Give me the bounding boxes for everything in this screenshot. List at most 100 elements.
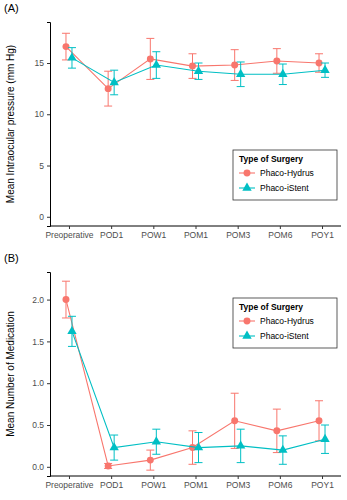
- error-bar-cap: [273, 73, 281, 74]
- y-axis: 0.0 0.5 1.0 1.5 2.0: [32, 273, 50, 477]
- series: [62, 281, 323, 470]
- plot-area: [62, 281, 330, 470]
- legend: Type of SurgeryPhaco-HydrusPhaco-iStent: [233, 298, 337, 348]
- y-tick-mark: [47, 217, 50, 218]
- error-bar-cap: [146, 470, 154, 471]
- x-tick: POW1: [141, 226, 166, 240]
- x-tick-mark: [280, 476, 281, 479]
- legend-label: Phaco-iStent: [260, 331, 309, 341]
- x-tick: POM3: [226, 476, 250, 490]
- point: [67, 326, 76, 334]
- x-tick-label: POM1: [184, 480, 208, 490]
- error-bar-cap: [110, 70, 118, 71]
- point: [316, 417, 323, 424]
- point: [236, 440, 245, 448]
- y-axis-title: Mean Number of Medication: [5, 311, 16, 437]
- legend-symbol: [244, 318, 251, 325]
- y-tick: 1.0: [32, 378, 50, 388]
- error-bar-cap: [273, 48, 281, 49]
- x-tick-mark: [196, 476, 197, 479]
- error-bar-cap: [189, 53, 197, 54]
- x-tick: POM3: [226, 226, 250, 240]
- point: [63, 296, 70, 303]
- x-tick-label: Preoperative: [45, 480, 93, 490]
- y-tick-label: 15: [35, 58, 45, 68]
- error-bar-cap: [315, 53, 323, 54]
- y-axis: 051015: [35, 23, 51, 227]
- point: [105, 462, 112, 469]
- x-tick-label: POM3: [226, 230, 250, 240]
- point: [231, 62, 238, 69]
- error-bar: [189, 54, 197, 79]
- error-bar-cap: [146, 79, 154, 80]
- error-bar-cap: [68, 346, 76, 347]
- panel-title: (B): [4, 252, 19, 264]
- x-tick: POM1: [184, 226, 208, 240]
- x-tick-label: POM1: [184, 230, 208, 240]
- error-bar: [237, 429, 245, 462]
- y-tick-mark: [47, 467, 50, 468]
- legend-label: Phaco-Hydrus: [260, 316, 314, 326]
- point: [278, 445, 287, 453]
- y-tick-label: 5: [39, 161, 44, 171]
- point: [109, 77, 118, 85]
- x-tick-label: POD1: [100, 480, 123, 490]
- point: [194, 66, 203, 74]
- point: [67, 52, 76, 60]
- x-tick: POY1: [311, 226, 334, 240]
- error-bar-cap: [104, 106, 112, 107]
- error-bar-cap: [195, 462, 203, 463]
- y-tick-mark: [47, 341, 50, 342]
- legend-symbol: [242, 331, 251, 339]
- error-bar-cap: [315, 400, 323, 401]
- y-tick: 0.0: [32, 462, 50, 472]
- x-tick-mark: [69, 476, 70, 479]
- y-tick: 1.5: [32, 337, 50, 347]
- error-bar-cap: [189, 78, 197, 79]
- legend-symbol: [244, 170, 251, 177]
- error-bar-cap: [279, 64, 287, 65]
- x-tick-mark: [111, 226, 112, 229]
- y-tick-mark: [47, 425, 50, 426]
- y-tick: 10: [35, 109, 50, 119]
- point: [152, 60, 161, 68]
- legend-symbol: [242, 183, 251, 191]
- legend-box: [233, 150, 337, 200]
- error-bar-cap: [62, 33, 70, 34]
- point: [273, 57, 280, 64]
- error-bar: [273, 49, 281, 74]
- x-tick: POM6: [268, 476, 292, 490]
- series-line: [72, 58, 325, 83]
- error-bar: [237, 62, 245, 87]
- y-tick-label: 0.5: [32, 420, 44, 430]
- series-line: [66, 47, 319, 89]
- point: [63, 43, 70, 50]
- x-tick-label: POW1: [141, 230, 166, 240]
- plot-area: [62, 33, 330, 106]
- x-tick-label: POM6: [268, 230, 292, 240]
- error-bar: [146, 450, 154, 470]
- error-bar-cap: [231, 80, 239, 81]
- legend-label: Phaco-iStent: [260, 183, 309, 193]
- error-bar-cap: [189, 464, 197, 465]
- error-bar: [110, 70, 118, 95]
- error-bar: [62, 33, 70, 60]
- legend-entry: Phaco-Hydrus: [239, 316, 314, 326]
- y-tick: 2.0: [32, 295, 50, 305]
- point: [278, 69, 287, 77]
- error-bar-cap: [152, 51, 160, 52]
- y-tick-label: 1.5: [32, 337, 44, 347]
- x-tick-label: POY1: [311, 230, 334, 240]
- error-bar-cap: [110, 94, 118, 95]
- error-bar-cap: [195, 79, 203, 80]
- point: [152, 436, 161, 444]
- point: [147, 457, 154, 464]
- error-bar-cap: [110, 460, 118, 461]
- series-line: [66, 300, 319, 466]
- error-bar-cap: [231, 393, 239, 394]
- series: [67, 316, 329, 464]
- error-bar: [104, 71, 112, 106]
- error-bar: [62, 281, 70, 318]
- error-bar: [68, 316, 76, 346]
- error-bar-cap: [321, 63, 329, 64]
